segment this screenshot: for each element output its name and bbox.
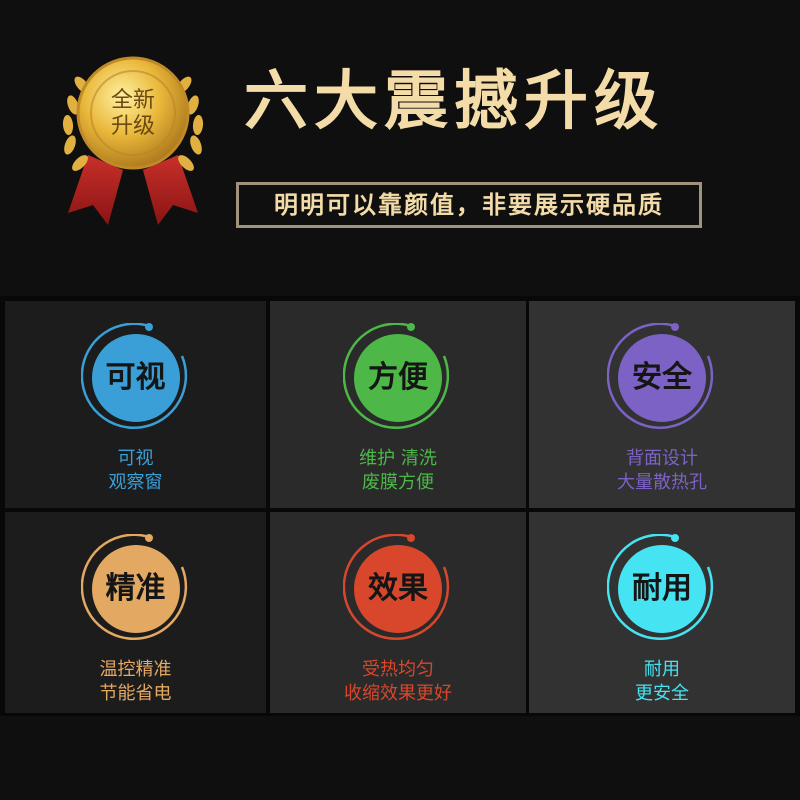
ring-icon xyxy=(607,534,714,641)
ring-icon xyxy=(343,534,450,641)
medal-text-line2: 升级 xyxy=(111,114,155,139)
ring-icon xyxy=(607,323,714,430)
feature-badge: 效果 xyxy=(343,534,453,644)
feature-caption: 可视 观察窗 xyxy=(5,447,266,495)
feature-card: 安全背面设计大量散热孔 xyxy=(529,301,795,508)
feature-badge: 安全 xyxy=(607,323,717,433)
feature-caption-line2: 收缩效果更好 xyxy=(344,683,452,704)
page-title: 六大震撼升级 xyxy=(244,65,664,139)
feature-card: 可视 可视 观察窗 xyxy=(5,301,266,508)
feature-caption-line2: 更安全 xyxy=(635,683,689,704)
ring-icon xyxy=(80,323,187,430)
feature-caption-line1: 可视 xyxy=(117,448,154,469)
feature-badge: 可视 xyxy=(80,323,191,433)
feature-badge-label: 安全 xyxy=(632,360,692,395)
feature-caption-line2: 节能省电 xyxy=(99,683,172,704)
feature-card: 方便维护 清洗废膜方便 xyxy=(270,301,526,508)
medal-badge: 全新 升级 xyxy=(48,45,218,230)
feature-badge-label: 方便 xyxy=(368,360,428,395)
feature-card: 耐用 耐用 更安全 xyxy=(529,512,795,713)
feature-caption: 维护 清洗 废膜方便 xyxy=(270,447,526,495)
feature-badge-label: 精准 xyxy=(105,571,166,606)
feature-caption-line1: 耐用 xyxy=(644,659,680,680)
feature-caption-line2: 废膜方便 xyxy=(362,472,434,493)
feature-caption-line2: 大量散热孔 xyxy=(617,472,707,493)
medal-icon: 全新 升级 xyxy=(62,56,204,225)
feature-badge-label: 效果 xyxy=(368,571,428,606)
feature-badge: 耐用 xyxy=(607,534,717,644)
feature-grid: 可视 可视 观察窗 方便 维护 清洗 废膜方便 安全 背面设计 大量散热孔 精准 温控精准 节能省电效… xyxy=(0,296,800,716)
feature-caption: 温控精准 节能省电 xyxy=(5,658,266,706)
feature-caption-line1: 维护 清洗 xyxy=(359,448,437,469)
feature-caption: 受热均匀收缩效果更好 xyxy=(270,658,526,706)
feature-caption: 耐用 更安全 xyxy=(529,658,795,706)
ring-icon xyxy=(343,323,450,430)
feature-caption-line1: 温控精准 xyxy=(99,659,172,680)
feature-card: 效果受热均匀收缩效果更好 xyxy=(270,512,526,713)
feature-badge: 方便 xyxy=(343,323,453,433)
page-subtitle: 明明可以靠颜值，非要展示硬品质 xyxy=(236,182,702,228)
feature-caption: 背面设计 大量散热孔 xyxy=(529,447,795,495)
feature-caption-line2: 观察窗 xyxy=(108,472,163,493)
feature-caption-line1: 受热均匀 xyxy=(362,659,434,680)
ring-icon xyxy=(80,534,187,641)
feature-badge-label: 可视 xyxy=(105,360,166,395)
medal-text-line1: 全新 xyxy=(111,88,155,113)
feature-badge: 精准 xyxy=(80,534,191,644)
feature-caption-line1: 背面设计 xyxy=(626,448,698,469)
feature-badge-label: 耐用 xyxy=(632,571,692,606)
feature-card: 精准温控精准节能省电 xyxy=(5,512,266,713)
